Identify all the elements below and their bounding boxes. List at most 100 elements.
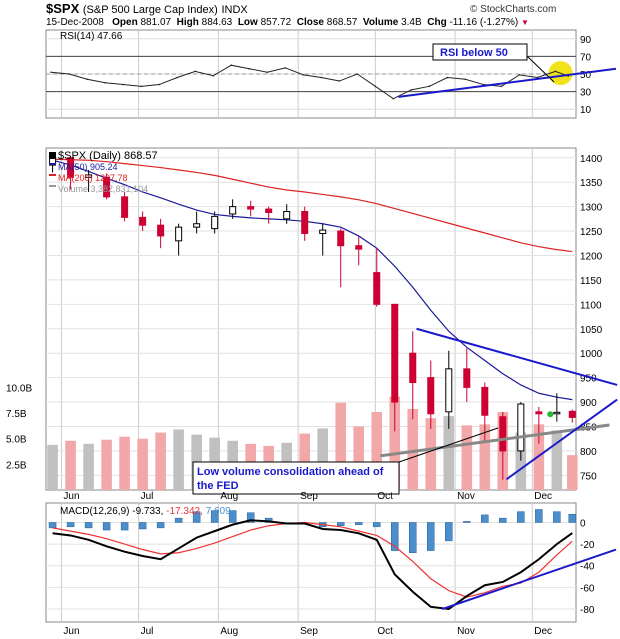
macd-histogram-bar bbox=[445, 522, 453, 542]
macd-line bbox=[52, 519, 573, 611]
macd-month-label: Dec bbox=[534, 626, 552, 637]
price-month-label: Jul bbox=[141, 491, 154, 502]
volume-bar bbox=[101, 439, 112, 490]
rsi-trendline bbox=[398, 67, 617, 98]
ohlc-summary: 15-Dec-2008 Open 881.07 High 884.63 Low … bbox=[46, 17, 529, 28]
rsi-point bbox=[158, 83, 161, 86]
open-value: 881.07 bbox=[140, 17, 172, 28]
price-trendline bbox=[505, 398, 618, 481]
low-value: 857.72 bbox=[260, 17, 292, 28]
candle-body bbox=[409, 352, 417, 384]
macd-histogram-bar bbox=[517, 511, 525, 523]
price-month-label: Dec bbox=[534, 491, 552, 502]
green-dot bbox=[547, 411, 554, 418]
macd-tick-label: 0 bbox=[580, 518, 586, 529]
macd-histogram-bar bbox=[409, 522, 417, 554]
macd-tick-label: -80 bbox=[580, 605, 595, 616]
price-legend-entry: Volume 3,382,831,104 bbox=[58, 184, 148, 194]
macd-histogram-bar bbox=[210, 510, 219, 523]
price-month-label: Aug bbox=[220, 491, 238, 502]
volume-bar bbox=[137, 438, 148, 490]
macd-signal-line bbox=[52, 521, 573, 598]
macd-histogram-bar bbox=[499, 517, 507, 523]
rsi-point bbox=[374, 85, 377, 88]
price-tick-label: 1000 bbox=[580, 349, 603, 360]
price-tick-label: 950 bbox=[580, 374, 597, 385]
candle-body bbox=[568, 410, 576, 418]
macd-histogram-bar bbox=[568, 513, 577, 523]
price-annotation-line: Low volume consolidation ahead of bbox=[197, 466, 384, 478]
price-legend-swatch bbox=[49, 163, 56, 165]
rsi-tick-label: 90 bbox=[580, 35, 592, 46]
candle-body bbox=[265, 208, 273, 213]
price-legend-swatch bbox=[49, 174, 56, 176]
chart-title: $SPX (S&P 500 Large Cap Index) INDX bbox=[46, 1, 248, 16]
rsi-point bbox=[266, 71, 269, 74]
price-annotation-box bbox=[192, 461, 400, 495]
candle-body bbox=[535, 411, 543, 415]
candle-body bbox=[373, 272, 381, 305]
rsi-point bbox=[446, 76, 449, 79]
candle-body bbox=[193, 223, 201, 228]
rsi-annotation-pointer bbox=[526, 55, 555, 83]
volume-bar bbox=[335, 402, 347, 490]
rsi-annotation-box bbox=[432, 43, 528, 61]
volume-bar bbox=[515, 432, 527, 490]
volume-bar bbox=[371, 412, 383, 490]
low-label: Low bbox=[237, 17, 258, 28]
candle-body bbox=[337, 230, 345, 247]
volume-bar bbox=[389, 396, 401, 490]
rsi-legend: RSI(14) 47.66 bbox=[60, 31, 123, 42]
rsi-point bbox=[284, 67, 287, 69]
macd-histogram-bar bbox=[553, 511, 561, 523]
close-value: 868.57 bbox=[326, 17, 358, 28]
rsi-point bbox=[140, 85, 142, 88]
price-tick-label: 1150 bbox=[580, 276, 602, 287]
rsi-point bbox=[554, 70, 557, 73]
candle-body bbox=[499, 416, 507, 452]
volume-bar bbox=[155, 432, 166, 490]
macd-month-label: Jun bbox=[63, 626, 79, 637]
macd-histogram-bar bbox=[120, 522, 129, 531]
price-annotation-pointer bbox=[398, 427, 499, 463]
candle-body bbox=[553, 411, 561, 415]
price-tick-label: 1250 bbox=[580, 227, 603, 238]
chg-label: Chg bbox=[427, 17, 447, 28]
macd-tick-label: -20 bbox=[580, 540, 595, 551]
high-value: 884.63 bbox=[201, 17, 233, 28]
macd-tick-label: -60 bbox=[580, 583, 595, 594]
volume-bar bbox=[119, 436, 130, 490]
macd-histogram-bar bbox=[174, 517, 183, 523]
volume-bar bbox=[407, 408, 419, 490]
macd-histogram-bar bbox=[156, 522, 165, 529]
price-tick-label: 1050 bbox=[580, 325, 603, 336]
macd-trendline bbox=[441, 548, 617, 610]
rsi-point bbox=[122, 83, 124, 86]
rsi-annotation-text: RSI below 50 bbox=[440, 47, 508, 59]
watermark: © StockCharts.com bbox=[470, 4, 557, 15]
rsi-point bbox=[86, 78, 88, 81]
macd-histogram-bar bbox=[535, 509, 543, 523]
rsi-point bbox=[356, 73, 359, 75]
rsi-point bbox=[392, 97, 395, 100]
volume-bar bbox=[317, 428, 329, 490]
down-arrow-icon: ▼ bbox=[521, 18, 529, 27]
candle-body bbox=[481, 386, 489, 416]
rsi-tick-label: 70 bbox=[580, 52, 592, 63]
macd-tick-label: -40 bbox=[580, 562, 595, 573]
ma200-line bbox=[52, 158, 573, 253]
close-label: Close bbox=[296, 17, 324, 28]
index-name: (S&P 500 Large Cap Index) bbox=[82, 4, 218, 16]
volume-bar bbox=[65, 440, 76, 490]
rsi-point bbox=[68, 73, 70, 75]
price-month-label: Jun bbox=[63, 491, 79, 502]
rsi-point bbox=[50, 71, 52, 74]
high-label: High bbox=[176, 17, 199, 28]
volume-tick-label: 5.0B bbox=[6, 435, 27, 446]
macd-histogram-bar bbox=[336, 522, 345, 526]
volume-tick-label: 2.5B bbox=[6, 460, 27, 471]
macd-month-label: Sep bbox=[300, 626, 318, 637]
price-legend-swatch bbox=[49, 152, 56, 159]
volume-bar bbox=[443, 416, 455, 490]
macd-histogram-bar bbox=[102, 522, 111, 531]
